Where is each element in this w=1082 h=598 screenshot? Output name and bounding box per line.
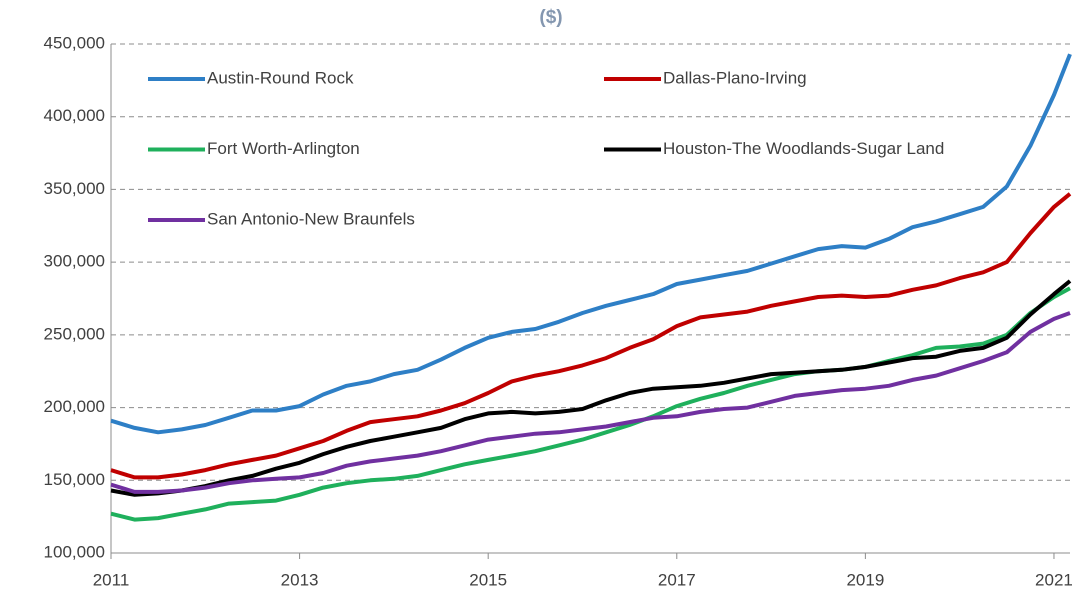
legend-label: Austin-Round Rock — [207, 68, 354, 87]
y-tick-label: 400,000 — [44, 106, 105, 125]
legend-label: San Antonio-New Braunfels — [207, 209, 415, 228]
x-tick-label: 2013 — [281, 570, 319, 589]
x-tick-label: 2017 — [658, 570, 696, 589]
series-line — [110, 311, 1071, 494]
chart-title: ($) — [539, 7, 562, 28]
y-tick-label: 150,000 — [44, 470, 105, 489]
y-tick-label: 250,000 — [44, 324, 105, 343]
legend-label: Fort Worth-Arlington — [207, 139, 360, 158]
y-tick-label: 450,000 — [44, 33, 105, 52]
y-tick-label: 200,000 — [44, 397, 105, 416]
y-tick-label: 300,000 — [44, 252, 105, 271]
series-line — [110, 286, 1071, 522]
series-line — [110, 192, 1072, 480]
series-line — [110, 53, 1072, 435]
legend-label: Houston-The Woodlands-Sugar Land — [663, 139, 944, 158]
y-tick-label: 100,000 — [44, 542, 105, 561]
x-tick-label: 2015 — [469, 570, 507, 589]
x-tick-label: 2021 — [1035, 570, 1073, 589]
series-line — [110, 279, 1072, 497]
x-tick-label: 2019 — [846, 570, 884, 589]
legend-label: Dallas-Plano-Irving — [663, 68, 807, 87]
y-tick-label: 350,000 — [44, 179, 105, 198]
x-tick-label: 2011 — [93, 570, 130, 589]
